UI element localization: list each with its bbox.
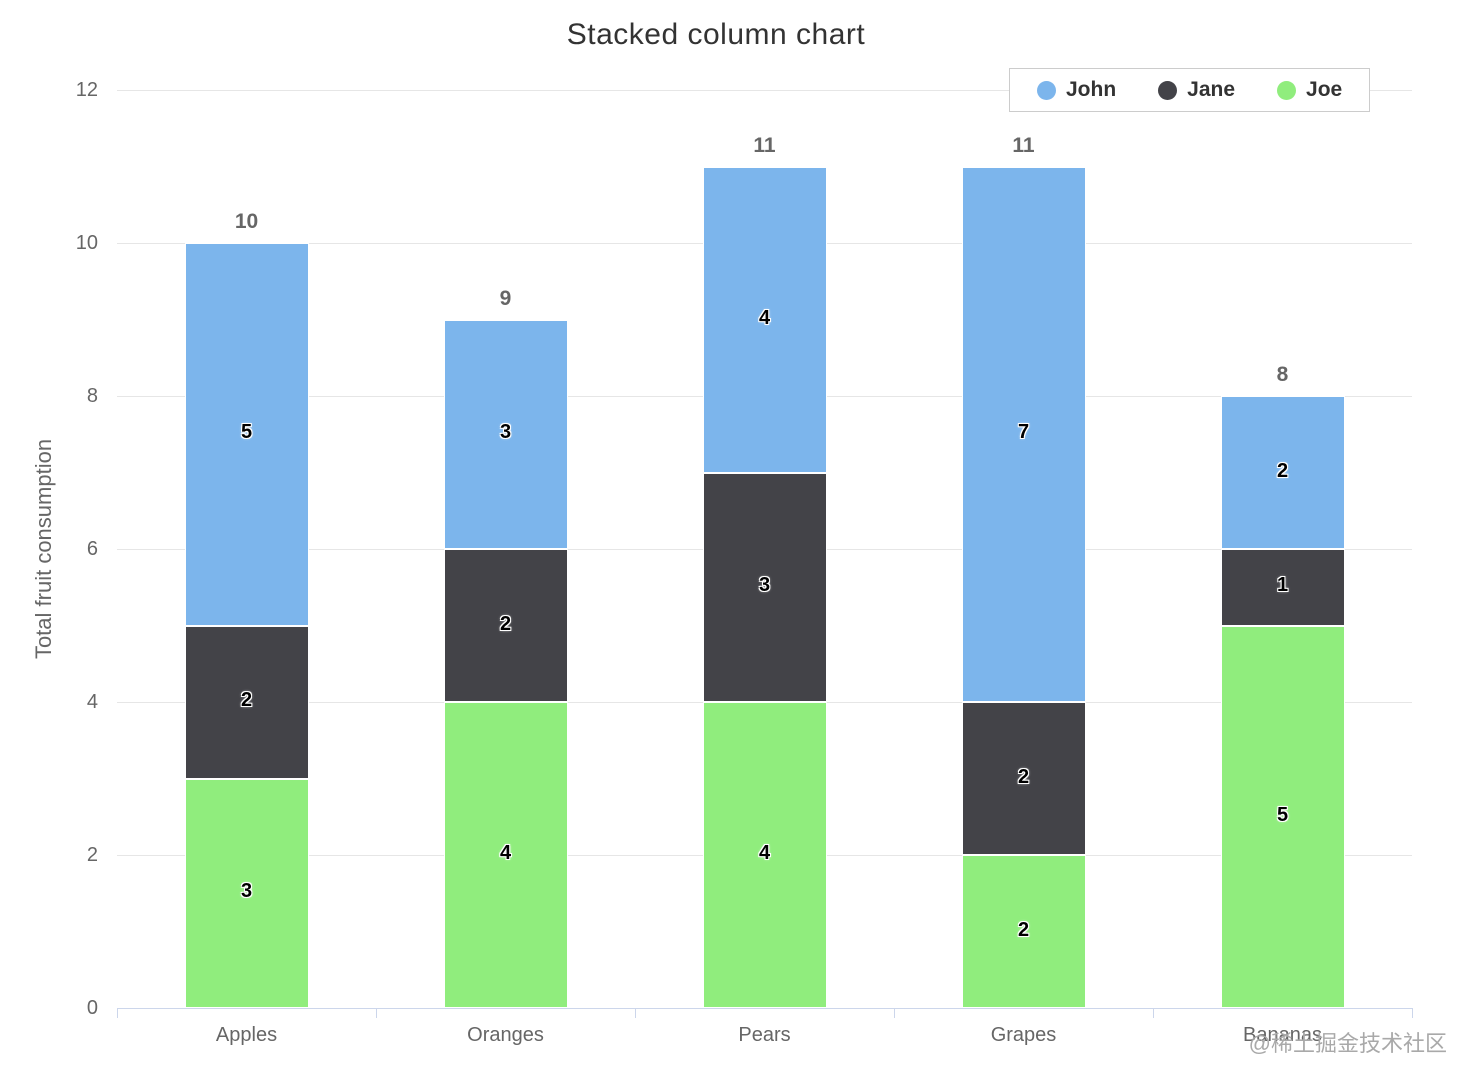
gridline — [117, 90, 1412, 91]
bar-segment-jane-oranges[interactable] — [443, 549, 568, 702]
legend: John Jane Joe — [1009, 68, 1371, 112]
x-axis-label-grapes: Grapes — [990, 1024, 1057, 1046]
legend-item-john[interactable]: John — [1037, 78, 1116, 102]
x-axis-label-bananas: Bananas — [1243, 1024, 1322, 1046]
legend-marker-icon — [1277, 80, 1297, 100]
bar-segment-jane-grapes[interactable] — [961, 702, 1086, 855]
x-axis-tick — [894, 1008, 895, 1018]
x-axis-tick — [117, 1008, 118, 1018]
y-axis-tick-label: 4 — [86, 691, 98, 713]
x-axis-label-apples: Apples — [215, 1024, 278, 1046]
legend-item-label: John — [1066, 78, 1117, 101]
bar-segment-john-grapes[interactable] — [961, 166, 1086, 702]
legend-item-joe[interactable]: Joe — [1277, 78, 1342, 102]
bar-segment-jane-apples[interactable] — [184, 625, 309, 779]
legend-marker-icon — [1158, 80, 1178, 100]
bar-segment-jane-bananas[interactable] — [1220, 549, 1345, 626]
bar-segment-joe-pears[interactable] — [702, 702, 827, 1008]
chart-title: Stacked column chart — [566, 18, 866, 51]
bar-segment-joe-grapes[interactable] — [961, 855, 1086, 1008]
bar-segment-john-apples[interactable] — [184, 243, 309, 626]
legend-item-jane[interactable]: Jane — [1158, 78, 1235, 102]
legend-marker-icon — [1037, 80, 1056, 100]
y-axis-tick-label: 10 — [75, 232, 98, 254]
y-axis-tick-label: 0 — [86, 997, 98, 1019]
bar-segment-john-bananas[interactable] — [1220, 396, 1345, 549]
x-axis-line — [117, 1008, 1413, 1009]
x-axis-tick — [1412, 1008, 1413, 1018]
stack-total-label: 11 — [1012, 133, 1035, 157]
bar-segment-joe-apples[interactable] — [184, 778, 309, 1008]
bar-segment-jane-pears[interactable] — [702, 472, 827, 702]
watermark: @稀土掘金技术社区 — [1248, 1031, 1447, 1056]
stack-total-label: 8 — [1276, 363, 1289, 386]
x-axis-label-oranges: Oranges — [467, 1024, 544, 1046]
legend-item-label: Jane — [1187, 78, 1236, 101]
bar-segment-john-pears[interactable] — [702, 166, 827, 473]
bar-segment-joe-oranges[interactable] — [443, 702, 568, 1008]
x-axis-tick — [376, 1008, 377, 1018]
y-axis-tick-label: 8 — [86, 385, 98, 407]
y-axis-tick-label: 12 — [75, 79, 98, 101]
x-axis-tick — [635, 1008, 636, 1018]
stack-total-label: 11 — [753, 133, 776, 157]
stack-total-label: 10 — [234, 210, 259, 233]
x-axis-tick — [1153, 1008, 1154, 1018]
y-axis-tick-label: 2 — [86, 844, 98, 866]
bar-segment-john-oranges[interactable] — [443, 319, 568, 549]
x-axis-label-pears: Pears — [738, 1024, 791, 1046]
y-axis-tick-label: 6 — [86, 538, 98, 560]
bar-segment-joe-bananas[interactable] — [1220, 625, 1345, 1008]
legend-item-label: Joe — [1306, 78, 1343, 101]
stack-total-label: 9 — [499, 286, 512, 310]
